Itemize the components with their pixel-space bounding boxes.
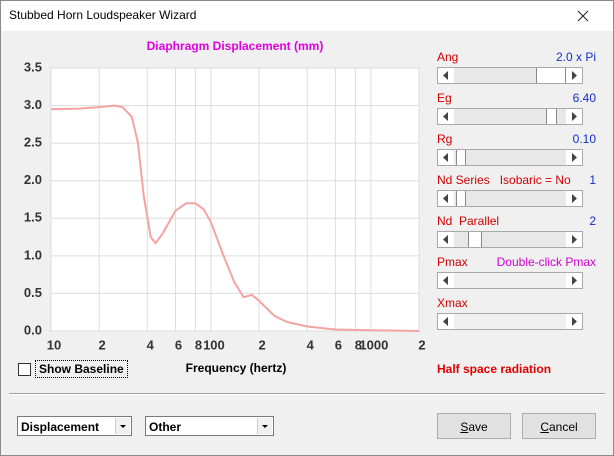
show-baseline-label[interactable]: Show Baseline — [35, 360, 128, 378]
scroll-left[interactable] — [438, 314, 454, 329]
y-tick-label: 0.5 — [24, 285, 42, 300]
x-tick-label: 10 — [47, 337, 61, 352]
title-bar: Stubbed Horn Loudspeaker Wizard — [1, 1, 613, 31]
control-label: Xmax — [437, 296, 468, 310]
scroll-right[interactable] — [566, 273, 582, 288]
x-axis-label: Frequency (hertz) — [186, 361, 287, 375]
x-tick-label: 4 — [307, 337, 315, 352]
cancel-button[interactable]: Cancel — [522, 413, 596, 439]
scroll-left[interactable] — [438, 68, 454, 83]
dropdown[interactable]: Displacement — [17, 416, 132, 436]
window-title: Stubbed Horn Loudspeaker Wizard — [9, 8, 197, 22]
plot-area — [50, 67, 420, 332]
x-tick-label: 2 — [418, 337, 425, 352]
scroll-left[interactable] — [438, 232, 454, 247]
x-tick-label: 100 — [203, 337, 225, 352]
control-value: 0.10 — [572, 132, 596, 146]
control-label: Ang — [437, 50, 459, 64]
scrollbar[interactable] — [437, 272, 583, 289]
y-tick-label: 2.0 — [24, 172, 42, 187]
scroll-track[interactable] — [454, 109, 566, 124]
control-label: Pmax — [437, 255, 468, 269]
y-tick-label: 3.0 — [24, 97, 42, 112]
save-button[interactable]: Save — [437, 413, 511, 439]
scroll-thumb[interactable] — [468, 232, 482, 247]
y-tick-label: 3.5 — [24, 59, 42, 74]
scroll-track[interactable] — [454, 273, 566, 288]
x-tick-label: 8 — [355, 337, 362, 352]
scroll-right[interactable] — [566, 150, 582, 165]
control-label: Nd Parallel — [437, 214, 500, 228]
scroll-right[interactable] — [566, 232, 582, 247]
x-tick-label: 6 — [175, 337, 182, 352]
scroll-thumb[interactable] — [536, 68, 566, 83]
scroll-left[interactable] — [438, 109, 454, 124]
scroll-left[interactable] — [438, 273, 454, 288]
control-value: 1 — [589, 173, 596, 187]
button-text: Save — [460, 420, 488, 434]
close-button[interactable] — [576, 9, 590, 23]
dropdown-text: Displacement — [21, 420, 100, 434]
control-label: Nd Series Isobaric = No — [437, 173, 571, 187]
chart-title: Diaphragm Displacement (mm) — [147, 39, 324, 53]
checkbox[interactable] — [18, 363, 31, 376]
control-value: 2.0 x Pi — [555, 50, 596, 64]
x-tick-label: 2 — [258, 337, 265, 352]
scrollbar[interactable] — [437, 313, 583, 330]
control-value: Double-click Pmax — [496, 255, 596, 269]
separator — [9, 393, 605, 395]
x-tick-label: 2 — [99, 337, 106, 352]
y-tick-label: 0.0 — [24, 322, 42, 337]
scrollbar[interactable] — [437, 108, 583, 125]
radiation-label: Half space radiation — [437, 362, 552, 376]
scroll-left[interactable] — [438, 191, 454, 206]
chart: Diaphragm Displacement (mm) Frequency (h… — [24, 39, 426, 375]
scroll-track[interactable] — [454, 314, 566, 329]
scroll-track[interactable] — [454, 191, 566, 206]
y-tick-label: 2.5 — [24, 135, 42, 150]
x-tick-label: 1000 — [359, 337, 388, 352]
scroll-thumb[interactable] — [456, 150, 466, 165]
y-tick-label: 1.0 — [24, 247, 42, 262]
scrollbar[interactable] — [437, 231, 583, 248]
scrollbar[interactable] — [437, 149, 583, 166]
scroll-right[interactable] — [566, 68, 582, 83]
dropdown[interactable]: Other — [145, 416, 274, 436]
x-tick-label: 8 — [195, 337, 202, 352]
scrollbar[interactable] — [437, 190, 583, 207]
scroll-track[interactable] — [454, 150, 566, 165]
scroll-right[interactable] — [566, 191, 582, 206]
dropdown-arrow[interactable] — [115, 418, 130, 434]
control-value: 6.40 — [572, 91, 596, 105]
scroll-thumb[interactable] — [456, 191, 466, 206]
x-tick-label: 6 — [335, 337, 342, 352]
control-label: Eg — [437, 91, 452, 105]
button-text: Cancel — [540, 420, 578, 434]
data-line — [50, 104, 420, 332]
scroll-track[interactable] — [454, 68, 566, 83]
scroll-right[interactable] — [566, 314, 582, 329]
scroll-thumb[interactable] — [546, 109, 557, 124]
scroll-right[interactable] — [566, 109, 582, 124]
control-label: Rg — [437, 132, 453, 146]
x-tick-label: 4 — [147, 337, 155, 352]
scrollbar[interactable] — [437, 67, 583, 84]
control-value: 2 — [589, 214, 596, 228]
y-tick-label: 1.5 — [24, 210, 42, 225]
dropdown-arrow[interactable] — [257, 418, 272, 434]
scroll-left[interactable] — [438, 150, 454, 165]
dropdown-text: Other — [149, 420, 182, 434]
scroll-track[interactable] — [454, 232, 566, 247]
